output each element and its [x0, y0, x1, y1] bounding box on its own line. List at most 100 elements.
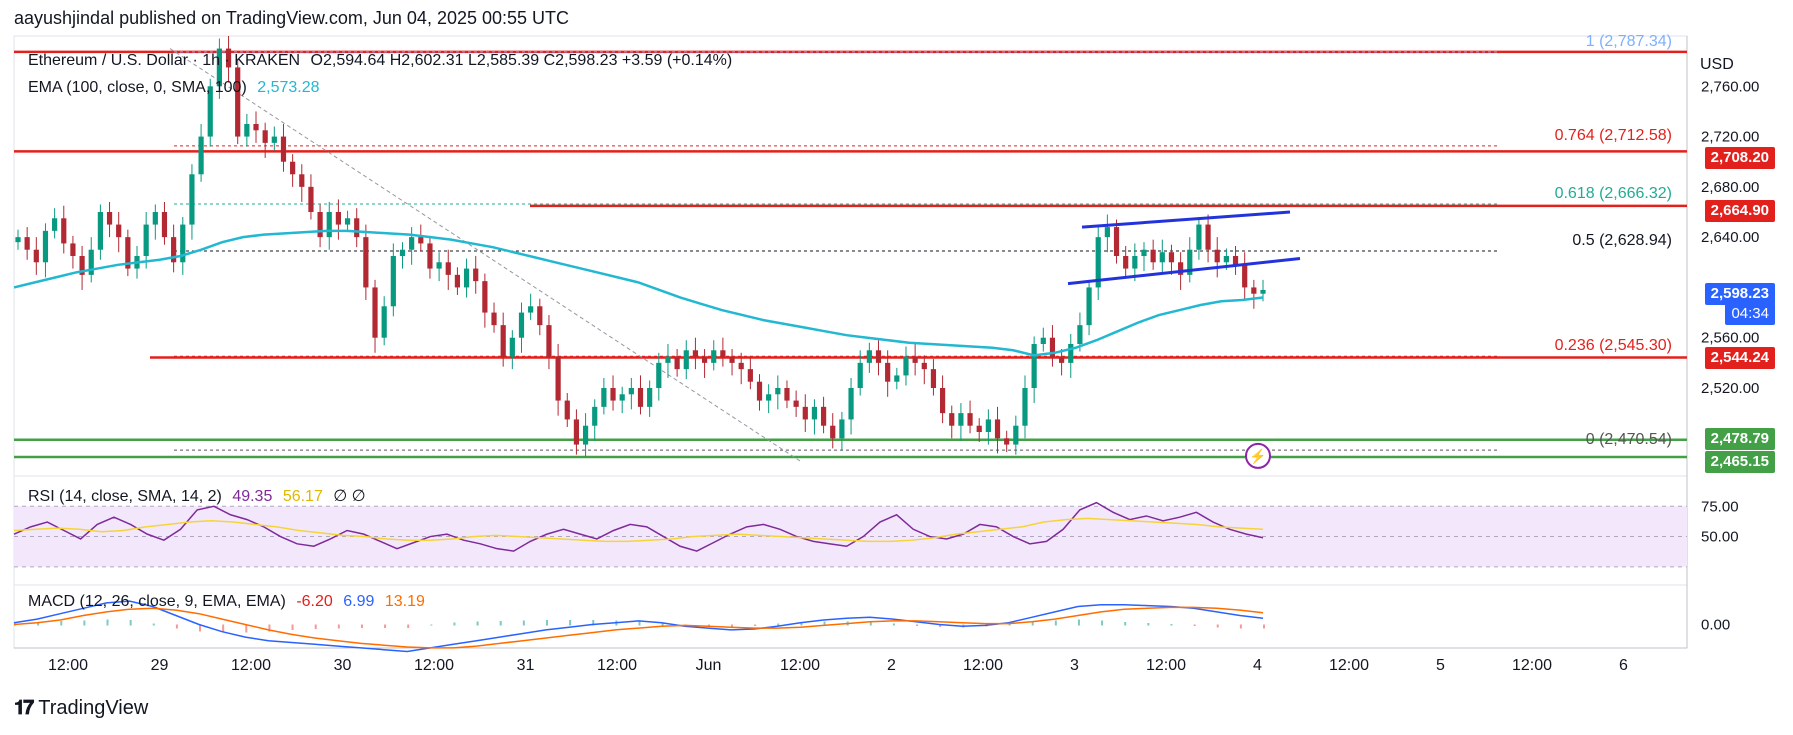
- candle: [903, 356, 909, 376]
- candle: [830, 425, 836, 439]
- candle: [1022, 388, 1028, 426]
- macd-histogram-bar: [476, 621, 479, 626]
- ema-legend: EMA (100, close, 0, SMA, 100) 2,573.28: [28, 79, 326, 97]
- level-badge-2664: 2,664.90: [1704, 200, 1775, 222]
- candle: [1013, 425, 1019, 445]
- candle: [1260, 289, 1266, 294]
- macd-histogram-bar: [1239, 624, 1242, 629]
- candle: [1123, 256, 1129, 269]
- rsi-ma-line: [13, 517, 1264, 543]
- macd-histogram-bar: [823, 621, 826, 626]
- candle: [97, 212, 103, 250]
- footer-brand[interactable]: 𝟏𝟕 TradingView: [14, 697, 148, 720]
- candle: [802, 406, 808, 420]
- candle: [207, 86, 213, 137]
- time-tick-label: Jun: [696, 657, 722, 674]
- time-tick-label: 4: [1253, 657, 1262, 674]
- candle: [1187, 249, 1193, 275]
- macd-histogram-bar: [869, 622, 872, 626]
- symbol-label: Ethereum / U.S. Dollar · 1h · KRAKEN: [28, 52, 301, 69]
- macd-histogram-bar: [37, 622, 40, 626]
- ohlc-values: O2,594.64 H2,602.31 L2,585.39 C2,598.23 …: [310, 52, 733, 69]
- candle: [665, 356, 671, 363]
- macd-histogram-bar: [777, 623, 780, 626]
- candle: [171, 237, 177, 263]
- candle: [463, 268, 470, 288]
- candle: [573, 419, 580, 445]
- alert-icon[interactable]: [1245, 442, 1271, 469]
- candle: [335, 212, 342, 225]
- candle: [647, 388, 653, 407]
- macd-histogram-bar: [1054, 620, 1057, 626]
- candle: [290, 161, 296, 175]
- candle: [399, 249, 406, 256]
- candle: [729, 356, 735, 363]
- candle: [262, 130, 268, 143]
- time-tick-label: 12:00: [231, 657, 271, 674]
- macd-histogram-bar: [175, 624, 178, 629]
- time-tick-label: 12:00: [780, 657, 820, 674]
- candle: [766, 394, 772, 401]
- candle: [1132, 256, 1138, 269]
- candle: [1113, 227, 1120, 256]
- candle: [363, 237, 369, 288]
- candle: [720, 350, 726, 357]
- macd-histogram-bar: [83, 620, 86, 626]
- price-tick-label: 2,520.00: [1701, 380, 1759, 397]
- candle: [354, 218, 360, 238]
- ema-100-line: [13, 229, 1264, 357]
- candle: [756, 381, 763, 401]
- candle: [1232, 256, 1239, 265]
- time-tick-label: 3: [1070, 657, 1079, 674]
- candle: [784, 388, 790, 401]
- countdown-badge: 04:34: [1725, 303, 1775, 325]
- candle: [70, 243, 76, 256]
- fib-level-label: 0.5 (2,628.94): [1572, 232, 1672, 249]
- candle: [921, 362, 927, 370]
- candle: [326, 212, 332, 238]
- macd-histogram-bar: [245, 624, 248, 633]
- candle: [198, 136, 204, 175]
- candle: [1178, 262, 1184, 275]
- candle: [1196, 224, 1202, 250]
- candle: [482, 281, 488, 313]
- candle: [418, 237, 424, 244]
- candle: [225, 48, 232, 68]
- macd-histogram-bar: [268, 624, 271, 632]
- candle: [775, 388, 781, 395]
- macd-histogram-bar: [291, 624, 294, 630]
- candle: [747, 369, 753, 382]
- candle: [875, 350, 882, 363]
- candle: [537, 306, 543, 326]
- macd-histogram-bar: [1031, 622, 1034, 626]
- candle: [509, 337, 515, 357]
- macd-histogram-bar: [430, 624, 433, 626]
- macd-histogram-bar: [661, 622, 664, 626]
- price-tick-label: 2,680.00: [1701, 179, 1759, 196]
- candle: [372, 287, 378, 338]
- candle: [280, 136, 287, 162]
- candle: [1168, 252, 1175, 263]
- candle: [1251, 287, 1257, 294]
- fib-level-label: 0.764 (2,712.58): [1555, 127, 1672, 144]
- candle: [143, 224, 149, 256]
- time-tick-label: 31: [517, 657, 535, 674]
- price-tick-label: 2,760.00: [1701, 78, 1759, 95]
- candle: [866, 350, 872, 363]
- candle: [1086, 287, 1092, 326]
- candle: [912, 356, 918, 363]
- macd-legend: MACD (12, 26, close, 9, EMA, EMA) -6.20 …: [28, 593, 431, 611]
- time-tick-label: 5: [1436, 657, 1445, 674]
- macd-histogram-bar: [754, 624, 757, 626]
- currency-label[interactable]: USD: [1700, 56, 1734, 73]
- macd-histogram-bar: [106, 619, 109, 626]
- candle: [381, 306, 387, 338]
- channel-lower-line: [1067, 257, 1301, 286]
- candle: [885, 362, 891, 382]
- candle: [848, 388, 854, 420]
- candle: [88, 249, 94, 275]
- candle: [299, 174, 305, 187]
- macd-line-value: 6.99: [343, 593, 375, 610]
- candle: [1059, 356, 1065, 363]
